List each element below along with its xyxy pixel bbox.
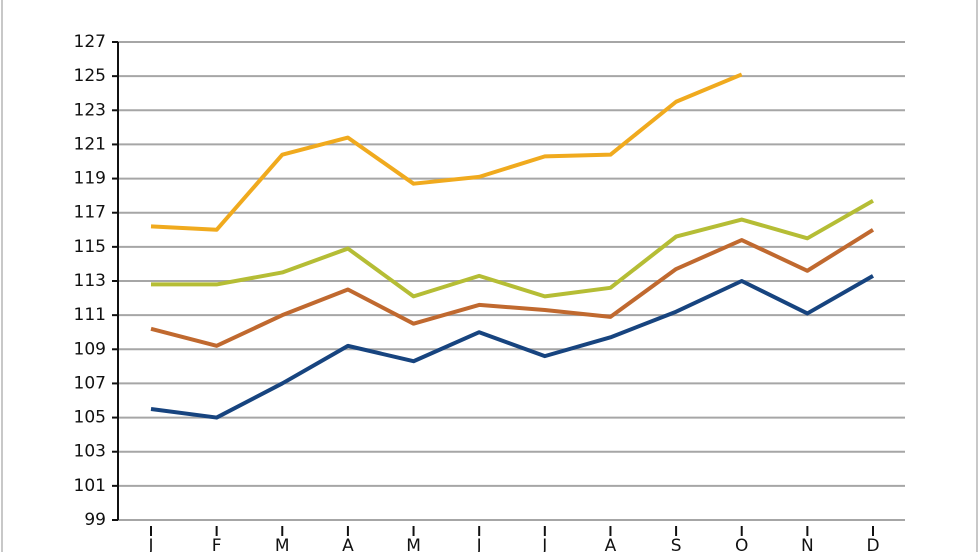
- x-tick-label: A: [342, 536, 354, 552]
- y-tick-label: 99: [84, 510, 106, 530]
- y-tick-label: 111: [74, 305, 106, 325]
- y-tick-label: 125: [74, 66, 106, 86]
- x-tick-label: F: [212, 536, 222, 552]
- x-tick-label: J: [147, 536, 153, 552]
- y-tick-label: 119: [74, 169, 106, 189]
- series-line: [151, 199, 874, 299]
- y-tick-label: 105: [74, 408, 106, 428]
- y-tick-label: 101: [74, 476, 106, 496]
- x-tick-label: J: [476, 536, 482, 552]
- series-line: [150, 274, 874, 420]
- x-tick-label: N: [801, 536, 814, 552]
- y-tick-label: 127: [74, 32, 106, 52]
- x-tick-label: A: [605, 536, 617, 552]
- y-tick-label: 103: [74, 442, 106, 462]
- series-line: [150, 228, 875, 348]
- x-tick-label: M: [406, 536, 421, 552]
- x-tick-label: D: [866, 536, 879, 552]
- x-tick-label: J: [541, 536, 547, 552]
- y-tick-label: 123: [74, 100, 106, 120]
- series-line: [150, 72, 743, 232]
- y-tick-label: 109: [74, 339, 106, 359]
- y-tick-label: 115: [74, 237, 106, 257]
- x-tick-label: O: [735, 536, 748, 552]
- x-tick-label: S: [671, 536, 682, 552]
- y-tick-label: 121: [74, 134, 106, 154]
- y-tick-label: 107: [74, 373, 106, 393]
- y-tick-label: 117: [74, 203, 106, 223]
- y-tick-label: 113: [74, 271, 106, 291]
- x-tick-label: M: [275, 536, 290, 552]
